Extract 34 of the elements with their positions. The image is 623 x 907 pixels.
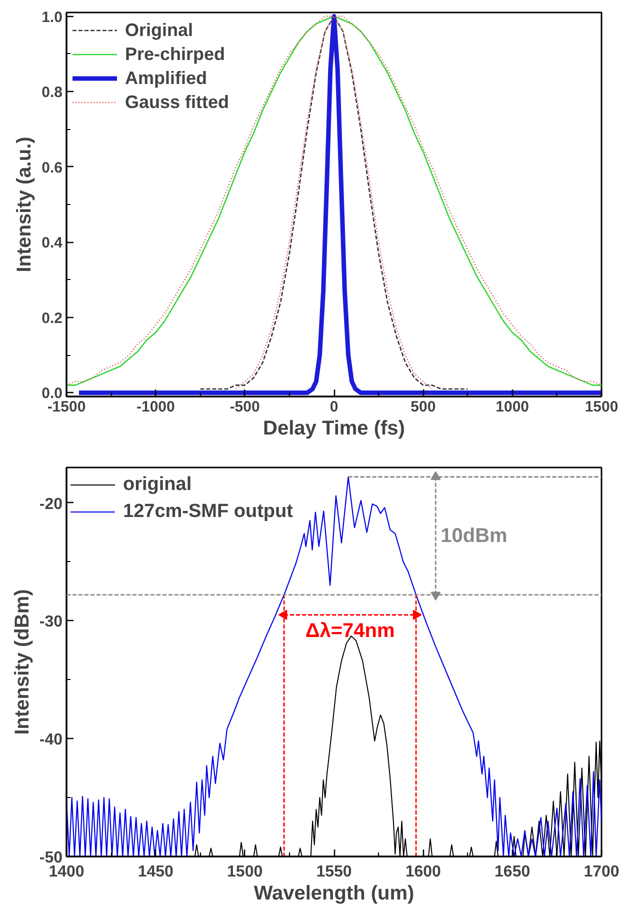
x-tick-label: 500: [410, 398, 436, 416]
x-tick-label: 1500: [584, 398, 618, 416]
x-tick-label: 1400: [48, 864, 84, 880]
annotation: Δλ=74nm: [305, 620, 395, 642]
x-tick-label: 1550: [316, 864, 352, 880]
legend-label: Pre-chirped: [125, 42, 226, 66]
y-axis-title: Intensity (dBm): [11, 589, 34, 735]
x-tick-label: 1450: [138, 864, 174, 880]
x-tick-label: 1600: [405, 864, 442, 880]
y-tick-label: 0.4: [42, 234, 64, 252]
x-tick-label: -1000: [136, 398, 175, 416]
legend-label: Amplified: [125, 66, 208, 90]
y-tick-label: 0.6: [42, 159, 63, 176]
legend-label: 127cm-SMF output: [123, 500, 293, 524]
annotation: 10dBm: [440, 524, 508, 547]
legend-label: Gauss fitted: [125, 90, 230, 114]
x-axis-title: Delay Time (fs): [263, 418, 405, 440]
x-tick-label: 1700: [584, 864, 620, 880]
y-tick-label: 1.0: [42, 8, 63, 26]
y-tick-label: -20: [39, 496, 63, 513]
x-tick-label: 0: [330, 398, 338, 416]
y-tick-label: -30: [39, 614, 63, 631]
y-tick-label: 0.8: [42, 84, 63, 102]
y-tick-label: -50: [39, 850, 63, 866]
legend-label: original: [123, 472, 192, 496]
legend-label: Original: [125, 18, 194, 42]
x-tick-label: 1650: [494, 864, 530, 880]
y-tick-label: 0.2: [42, 310, 63, 327]
y-axis-title: Intensity (a.u.): [14, 136, 36, 272]
x-tick-label: 1000: [496, 398, 530, 416]
x-tick-label: -500: [230, 398, 260, 416]
x-tick-label: 1500: [227, 864, 263, 880]
x-axis-title: Wavelength (um): [254, 882, 414, 904]
y-tick-label: -40: [39, 732, 63, 749]
